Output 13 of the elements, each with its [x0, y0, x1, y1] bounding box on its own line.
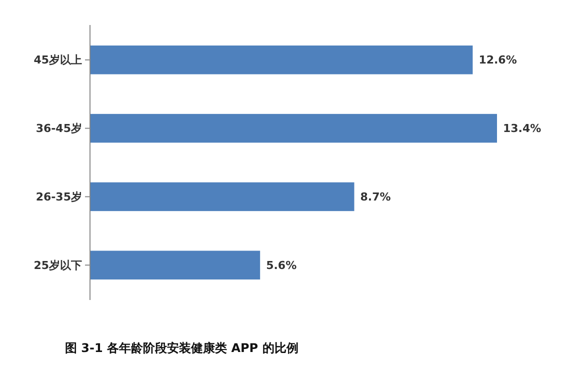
y-tick-label: 26-35岁 — [36, 190, 82, 204]
y-tick-label: 25岁以下 — [34, 258, 82, 272]
text: 图 3-1 各年龄阶段安装健康类 APP 的比例 — [65, 341, 298, 355]
data-label: 8.7% — [360, 190, 391, 204]
data-label: 5.6% — [266, 258, 297, 272]
bar — [90, 182, 354, 212]
bar — [90, 250, 260, 280]
bar — [90, 114, 497, 143]
y-tick-label: 36-45岁 — [36, 122, 82, 136]
y-tick-label: 45岁以上 — [34, 54, 82, 67]
data-label: 12.6% — [478, 54, 517, 67]
bar — [90, 46, 473, 74]
data-label: 13.4% — [503, 122, 542, 136]
